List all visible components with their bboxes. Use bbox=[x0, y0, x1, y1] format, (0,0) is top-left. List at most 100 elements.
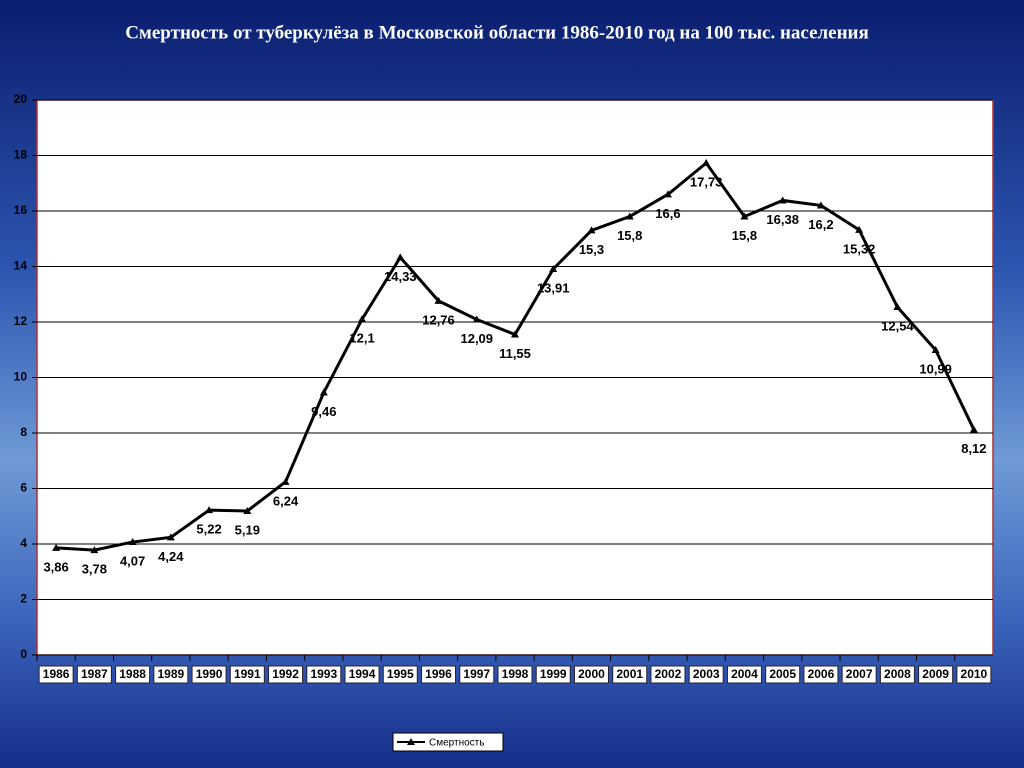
y-tick-label: 18 bbox=[14, 148, 28, 162]
marker bbox=[52, 543, 61, 551]
y-tick-label: 6 bbox=[20, 481, 27, 495]
x-tick-box bbox=[688, 665, 724, 684]
x-tick-box bbox=[115, 665, 151, 684]
marker bbox=[90, 546, 99, 554]
marker bbox=[855, 225, 864, 233]
marker bbox=[358, 315, 367, 323]
legend-label: Смертность bbox=[429, 738, 484, 749]
x-tick-label: 2010 bbox=[961, 667, 988, 681]
x-tick-label: 1990 bbox=[196, 667, 223, 681]
marker bbox=[281, 477, 290, 485]
data-label: 12,76 bbox=[422, 312, 455, 327]
y-tick-label: 2 bbox=[20, 592, 27, 606]
x-tick-label: 1996 bbox=[425, 667, 452, 681]
x-tick-label: 1993 bbox=[310, 667, 337, 681]
y-tick-label: 8 bbox=[20, 425, 27, 439]
x-tick-box bbox=[497, 665, 533, 684]
data-label: 17,73 bbox=[690, 174, 723, 189]
marker bbox=[319, 388, 328, 396]
x-tick-label: 2005 bbox=[769, 667, 796, 681]
legend-box bbox=[392, 732, 504, 752]
x-tick-label: 1994 bbox=[349, 667, 376, 681]
x-tick-label: 1998 bbox=[502, 667, 529, 681]
y-tick-label: 10 bbox=[14, 370, 28, 384]
data-label: 12,1 bbox=[349, 331, 374, 346]
x-tick-box bbox=[153, 665, 189, 684]
data-label: 15,32 bbox=[843, 241, 876, 256]
data-label: 4,24 bbox=[158, 549, 184, 564]
data-label: 16,2 bbox=[808, 217, 833, 232]
marker bbox=[969, 425, 978, 433]
marker bbox=[472, 315, 481, 323]
marker bbox=[702, 158, 711, 166]
x-tick-box bbox=[459, 665, 495, 684]
x-tick-box bbox=[344, 665, 380, 684]
x-tick-label: 1989 bbox=[157, 667, 184, 681]
y-tick-label: 16 bbox=[14, 203, 28, 217]
x-tick-label: 2000 bbox=[578, 667, 605, 681]
marker bbox=[396, 253, 405, 261]
marker bbox=[549, 264, 558, 272]
x-tick-label: 2002 bbox=[655, 667, 682, 681]
x-tick-label: 1988 bbox=[119, 667, 146, 681]
data-label: 5,22 bbox=[196, 522, 221, 537]
data-label: 9,46 bbox=[311, 404, 336, 419]
x-tick-box bbox=[765, 665, 801, 684]
y-tick-label: 0 bbox=[20, 647, 27, 661]
x-tick-box bbox=[803, 665, 839, 684]
data-label: 4,07 bbox=[120, 553, 145, 568]
marker bbox=[205, 506, 214, 514]
x-tick-label: 1987 bbox=[81, 667, 108, 681]
x-tick-label: 2008 bbox=[884, 667, 911, 681]
data-label: 15,3 bbox=[579, 242, 604, 257]
x-tick-box bbox=[191, 665, 227, 684]
x-tick-box bbox=[650, 665, 686, 684]
x-tick-box bbox=[535, 665, 571, 684]
x-tick-box bbox=[956, 665, 992, 684]
data-label: 12,09 bbox=[460, 331, 493, 346]
chart-title: Смертность от туберкулёза в Московской о… bbox=[125, 22, 869, 43]
data-label: 8,12 bbox=[961, 441, 986, 456]
x-tick-box bbox=[38, 665, 74, 684]
x-tick-label: 2007 bbox=[846, 667, 873, 681]
marker bbox=[243, 506, 252, 514]
x-tick-box bbox=[421, 665, 457, 684]
x-tick-box bbox=[612, 665, 648, 684]
y-tick-label: 12 bbox=[14, 314, 28, 328]
x-tick-box bbox=[306, 665, 342, 684]
data-label: 10,99 bbox=[919, 361, 952, 376]
data-label: 3,78 bbox=[82, 562, 107, 577]
marker bbox=[931, 346, 940, 354]
marker bbox=[778, 196, 787, 204]
legend-marker bbox=[407, 738, 415, 745]
y-tick-label: 4 bbox=[20, 536, 27, 550]
x-tick-box bbox=[879, 665, 915, 684]
x-tick-label: 1991 bbox=[234, 667, 261, 681]
data-label: 13,91 bbox=[537, 280, 570, 295]
x-tick-label: 2006 bbox=[808, 667, 835, 681]
y-tick-label: 14 bbox=[14, 259, 28, 273]
marker bbox=[128, 538, 137, 546]
marker bbox=[434, 296, 443, 304]
data-label: 5,19 bbox=[235, 522, 260, 537]
x-tick-label: 1997 bbox=[463, 667, 490, 681]
data-label: 15,8 bbox=[617, 228, 642, 243]
data-label: 3,86 bbox=[43, 559, 68, 574]
x-tick-label: 2001 bbox=[616, 667, 643, 681]
x-tick-label: 1992 bbox=[272, 667, 299, 681]
marker bbox=[816, 201, 825, 209]
data-label: 15,8 bbox=[732, 228, 757, 243]
marker bbox=[166, 533, 175, 541]
x-tick-box bbox=[726, 665, 762, 684]
x-tick-box bbox=[229, 665, 265, 684]
data-label: 6,24 bbox=[273, 493, 299, 508]
marker bbox=[511, 330, 519, 338]
x-tick-label: 2009 bbox=[922, 667, 949, 681]
x-tick-label: 1999 bbox=[540, 667, 567, 681]
data-label: 16,38 bbox=[766, 212, 799, 227]
data-label: 16,6 bbox=[655, 206, 680, 221]
x-tick-label: 2004 bbox=[731, 667, 758, 681]
x-tick-label: 2003 bbox=[693, 667, 720, 681]
marker bbox=[587, 226, 596, 234]
